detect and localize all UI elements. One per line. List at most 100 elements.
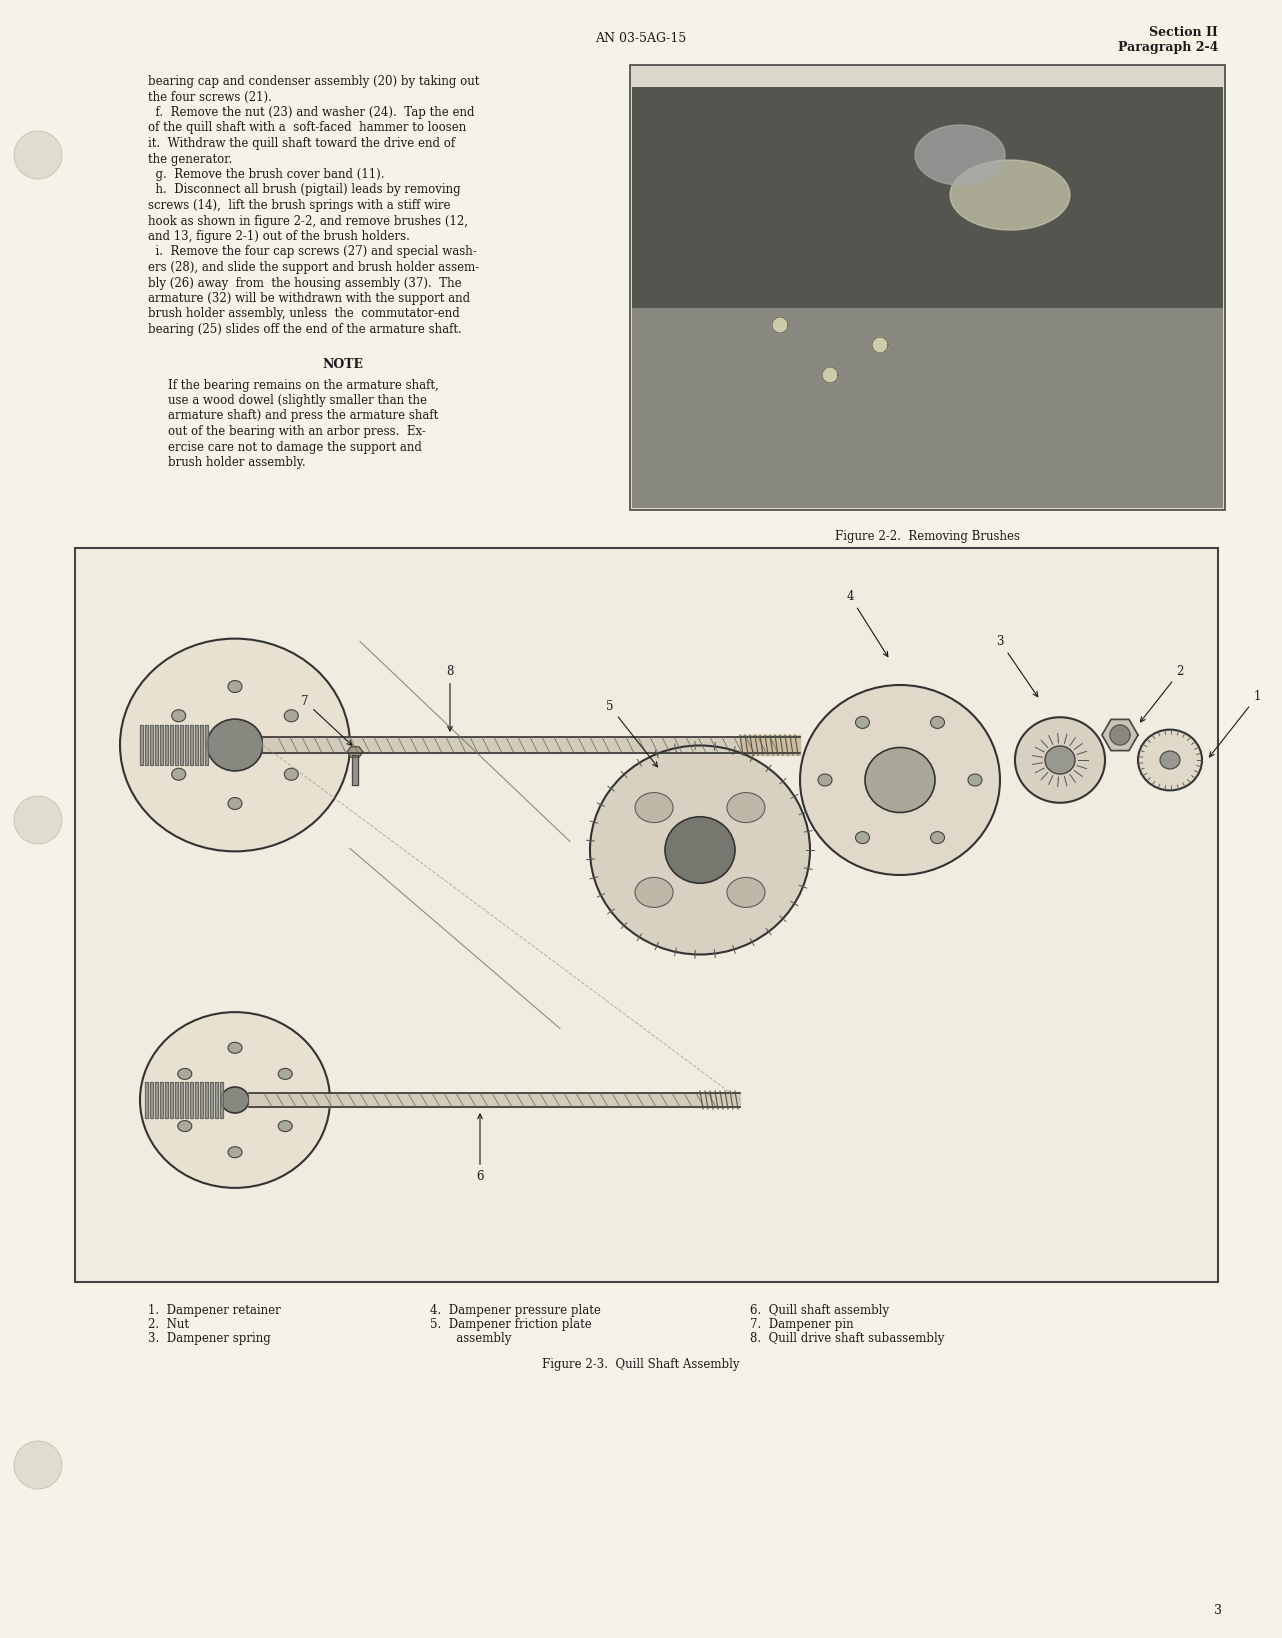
Polygon shape (347, 747, 363, 757)
Ellipse shape (1138, 729, 1203, 791)
Bar (632, 87, 1223, 333)
Ellipse shape (285, 709, 299, 722)
Ellipse shape (278, 1120, 292, 1132)
Polygon shape (205, 726, 208, 765)
Text: armature (32) will be withdrawn with the support and: armature (32) will be withdrawn with the… (147, 292, 470, 305)
Text: Section II: Section II (1149, 26, 1218, 39)
Ellipse shape (855, 716, 869, 729)
Text: 3: 3 (1214, 1604, 1222, 1617)
Ellipse shape (1045, 745, 1076, 775)
Polygon shape (165, 1083, 168, 1119)
Polygon shape (160, 726, 163, 765)
Polygon shape (140, 726, 144, 765)
Text: 2: 2 (1141, 665, 1183, 722)
Polygon shape (249, 1093, 740, 1107)
Text: h.  Disconnect all brush (pigtail) leads by removing: h. Disconnect all brush (pigtail) leads … (147, 183, 460, 197)
Text: 4: 4 (846, 590, 888, 657)
Ellipse shape (968, 775, 982, 786)
Polygon shape (190, 1083, 194, 1119)
Polygon shape (190, 726, 194, 765)
Ellipse shape (855, 832, 869, 844)
Ellipse shape (818, 775, 832, 786)
Polygon shape (150, 1083, 153, 1119)
Text: 3.  Dampener spring: 3. Dampener spring (147, 1332, 271, 1345)
Text: of the quill shaft with a  soft-faced  hammer to loosen: of the quill shaft with a soft-faced ham… (147, 121, 467, 134)
Text: ercise care not to damage the support and: ercise care not to damage the support an… (168, 441, 422, 454)
Text: the four screws (21).: the four screws (21). (147, 90, 272, 103)
Text: f.  Remove the nut (23) and washer (24).  Tap the end: f. Remove the nut (23) and washer (24). … (147, 106, 474, 120)
Polygon shape (145, 1083, 147, 1119)
Ellipse shape (228, 1042, 242, 1053)
Bar (632, 308, 1223, 508)
Text: 2.  Nut: 2. Nut (147, 1319, 188, 1332)
Ellipse shape (727, 878, 765, 907)
Polygon shape (160, 1083, 163, 1119)
Polygon shape (915, 124, 1005, 185)
Text: assembly: assembly (429, 1332, 512, 1345)
Ellipse shape (665, 817, 735, 883)
Polygon shape (353, 755, 358, 785)
Ellipse shape (140, 1012, 329, 1188)
Text: Figure 2-3.  Quill Shaft Assembly: Figure 2-3. Quill Shaft Assembly (542, 1358, 740, 1371)
Polygon shape (171, 1083, 173, 1119)
Ellipse shape (931, 832, 945, 844)
Polygon shape (1103, 719, 1138, 750)
Text: 4.  Dampener pressure plate: 4. Dampener pressure plate (429, 1304, 601, 1317)
Ellipse shape (221, 1088, 249, 1112)
Text: 8: 8 (446, 665, 454, 731)
Text: 1: 1 (1209, 690, 1260, 757)
Polygon shape (872, 337, 888, 354)
Text: brush holder assembly.: brush holder assembly. (168, 455, 305, 468)
Polygon shape (176, 726, 178, 765)
Text: NOTE: NOTE (323, 359, 364, 372)
Text: bearing (25) slides off the end of the armature shaft.: bearing (25) slides off the end of the a… (147, 323, 462, 336)
Text: g.  Remove the brush cover band (11).: g. Remove the brush cover band (11). (147, 169, 385, 182)
Ellipse shape (635, 793, 673, 822)
Polygon shape (200, 1083, 203, 1119)
Text: bly (26) away  from  the housing assembly (37).  The: bly (26) away from the housing assembly … (147, 277, 462, 290)
Ellipse shape (865, 747, 935, 812)
Polygon shape (195, 1083, 197, 1119)
Ellipse shape (278, 1068, 292, 1079)
Polygon shape (171, 726, 173, 765)
Polygon shape (740, 735, 800, 755)
Text: 8.  Quill drive shaft subassembly: 8. Quill drive shaft subassembly (750, 1332, 945, 1345)
Text: 7.  Dampener pin: 7. Dampener pin (750, 1319, 854, 1332)
Polygon shape (185, 726, 188, 765)
Text: Figure 2-2.  Removing Brushes: Figure 2-2. Removing Brushes (835, 531, 1020, 544)
Polygon shape (195, 726, 197, 765)
Polygon shape (205, 1083, 208, 1119)
Ellipse shape (206, 719, 263, 771)
Circle shape (14, 131, 62, 179)
Ellipse shape (285, 768, 299, 780)
Polygon shape (200, 726, 203, 765)
Text: out of the bearing with an arbor press.  Ex-: out of the bearing with an arbor press. … (168, 424, 426, 437)
Polygon shape (165, 726, 168, 765)
Polygon shape (822, 367, 838, 383)
Text: brush holder assembly, unless  the  commutator-end: brush holder assembly, unless the commut… (147, 308, 460, 321)
Circle shape (14, 1441, 62, 1489)
Ellipse shape (590, 745, 810, 955)
Text: ers (28), and slide the support and brush holder assem-: ers (28), and slide the support and brus… (147, 260, 479, 274)
Text: AN 03-5AG-15: AN 03-5AG-15 (595, 31, 687, 44)
Ellipse shape (228, 1147, 242, 1158)
Text: 1.  Dampener retainer: 1. Dampener retainer (147, 1304, 281, 1317)
Text: 6.  Quill shaft assembly: 6. Quill shaft assembly (750, 1304, 890, 1317)
Polygon shape (221, 1083, 223, 1119)
Polygon shape (155, 1083, 158, 1119)
Text: i.  Remove the four cap screws (27) and special wash-: i. Remove the four cap screws (27) and s… (147, 246, 477, 259)
Text: hook as shown in figure 2-2, and remove brushes (12,: hook as shown in figure 2-2, and remove … (147, 215, 468, 228)
Text: screws (14),  lift the brush springs with a stiff wire: screws (14), lift the brush springs with… (147, 198, 450, 211)
Text: Paragraph 2-4: Paragraph 2-4 (1118, 41, 1218, 54)
Circle shape (14, 796, 62, 844)
Ellipse shape (121, 639, 350, 852)
Text: and 13, figure 2-1) out of the brush holders.: and 13, figure 2-1) out of the brush hol… (147, 229, 410, 242)
Polygon shape (150, 726, 153, 765)
Ellipse shape (800, 685, 1000, 875)
Ellipse shape (228, 798, 242, 809)
Polygon shape (185, 1083, 188, 1119)
Text: armature shaft) and press the armature shaft: armature shaft) and press the armature s… (168, 410, 438, 423)
Polygon shape (210, 1083, 213, 1119)
Ellipse shape (635, 878, 673, 907)
Text: bearing cap and condenser assembly (20) by taking out: bearing cap and condenser assembly (20) … (147, 75, 479, 88)
